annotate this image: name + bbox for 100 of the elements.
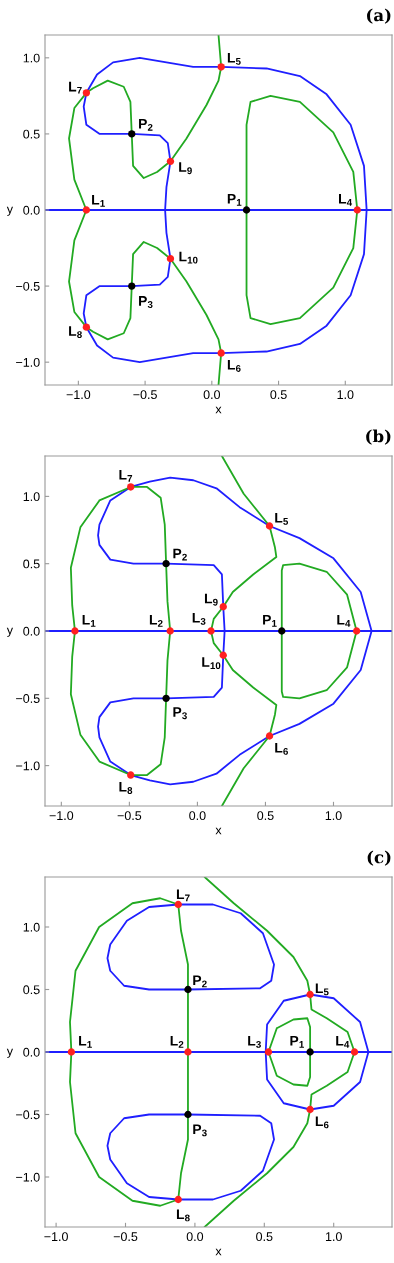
annotation: P$_{3}$ (173, 707, 187, 720)
annotation: L$_{3}$ (248, 1036, 261, 1048)
annotation: P$_{3}$ (139, 296, 153, 308)
point (174, 900, 182, 909)
point (174, 1195, 182, 1204)
chart-title: (b) (366, 429, 391, 445)
annotation: L$_{5}$ (315, 983, 329, 996)
point (127, 483, 135, 491)
point (71, 627, 79, 635)
x-tick-label: −1.0 (49, 811, 74, 821)
chart-title: (c) (367, 850, 391, 866)
annotation: L$_{9}$ (179, 162, 192, 175)
y-tick-label: −0.5 (16, 694, 40, 703)
x-tick-label: 0.5 (256, 1232, 273, 1242)
annotation: L$_{4}$ (339, 194, 353, 206)
annotation: L$_{6}$ (227, 360, 241, 372)
chart-title: (a) (367, 8, 391, 24)
annotation: L$_{5}$ (275, 513, 289, 525)
y-axis-title: y (6, 206, 14, 216)
point (82, 89, 91, 97)
annotation: L$_{3}$ (192, 613, 206, 625)
point (184, 985, 192, 994)
y-tick-label: 0.0 (23, 626, 40, 636)
y-tick-label: 1.0 (23, 922, 40, 932)
point (217, 349, 225, 357)
x-axis-title: x (215, 1248, 222, 1256)
annotation: L$_{10}$ (202, 657, 221, 670)
point (128, 282, 136, 290)
y-tick-label: −1.0 (16, 1172, 40, 1182)
y-axis-title: y (6, 627, 14, 637)
point (265, 732, 274, 740)
x-tick-label: 1.0 (325, 1232, 342, 1242)
y-tick-label: 0.5 (23, 985, 40, 995)
point (352, 627, 361, 635)
x-tick-label: −0.5 (113, 1232, 138, 1242)
x-tick-label: −1.0 (44, 1232, 68, 1242)
point (217, 63, 225, 71)
point (219, 603, 227, 611)
annotation: L$_{8}$ (176, 1209, 190, 1222)
annotation: L$_{7}$ (119, 469, 133, 482)
point (184, 1048, 192, 1056)
point (184, 1110, 192, 1119)
x-tick-label: −0.5 (133, 390, 157, 400)
point (306, 1048, 314, 1056)
annotation: L$_{1}$ (79, 1036, 92, 1048)
point (306, 1105, 314, 1114)
point (166, 157, 175, 165)
point (219, 651, 227, 659)
annotation: L$_{2}$ (149, 615, 163, 627)
x-tick-label: 0.5 (270, 390, 287, 400)
point (166, 627, 174, 635)
y-tick-label: 0.0 (23, 1047, 40, 1057)
y-tick-label: −0.5 (16, 1110, 40, 1120)
x-tick-label: 0.0 (203, 390, 221, 400)
point (82, 206, 91, 214)
annotation: P$_{1}$ (263, 615, 277, 627)
annotation: L$_{2}$ (170, 1036, 184, 1048)
point (306, 990, 314, 999)
point (350, 1048, 359, 1056)
x-axis-title: x (215, 827, 222, 835)
point (264, 1048, 273, 1056)
annotation: L$_{9}$ (204, 593, 218, 606)
point (207, 627, 215, 635)
point (82, 323, 91, 331)
point (265, 522, 274, 530)
y-tick-label: 0.5 (23, 559, 40, 569)
annotation: L$_{4}$ (337, 615, 351, 627)
y-tick-label: −0.5 (16, 281, 40, 291)
point (127, 771, 135, 779)
x-axis-title: x (215, 406, 222, 414)
x-tick-label: 0.0 (186, 1232, 204, 1242)
annotation: L$_{7}$ (69, 81, 82, 94)
annotation: P$_{2}$ (173, 548, 187, 561)
annotation: L$_{5}$ (227, 52, 241, 65)
annotation: L$_{7}$ (176, 889, 190, 902)
point (162, 694, 170, 702)
line-series (68, 35, 223, 385)
x-tick-label: 1.0 (337, 390, 354, 400)
annotation: P$_{1}$ (290, 1036, 304, 1048)
y-tick-label: 1.0 (23, 492, 40, 502)
point (67, 1048, 76, 1056)
y-tick-label: 0.0 (23, 205, 40, 215)
x-tick-label: 0.5 (257, 811, 274, 821)
annotation: L$_{4}$ (336, 1036, 350, 1048)
y-tick-label: −1.0 (16, 357, 40, 367)
annotation: L$_{1}$ (82, 615, 96, 627)
annotation: L$_{10}$ (179, 251, 198, 264)
y-tick-label: −1.0 (16, 761, 40, 771)
y-tick-label: 0.5 (23, 129, 40, 139)
annotation: P$_{2}$ (139, 118, 153, 131)
y-tick-label: 1.0 (23, 53, 40, 63)
x-tick-label: 1.0 (325, 811, 342, 821)
x-tick-label: −1.0 (66, 390, 91, 400)
x-tick-label: 0.0 (189, 811, 206, 821)
point (166, 255, 175, 263)
point (242, 206, 251, 214)
x-tick-label: −0.5 (117, 811, 142, 821)
annotation: P$_{3}$ (193, 1124, 207, 1137)
point (128, 130, 136, 138)
annotation: L$_{6}$ (275, 743, 288, 755)
